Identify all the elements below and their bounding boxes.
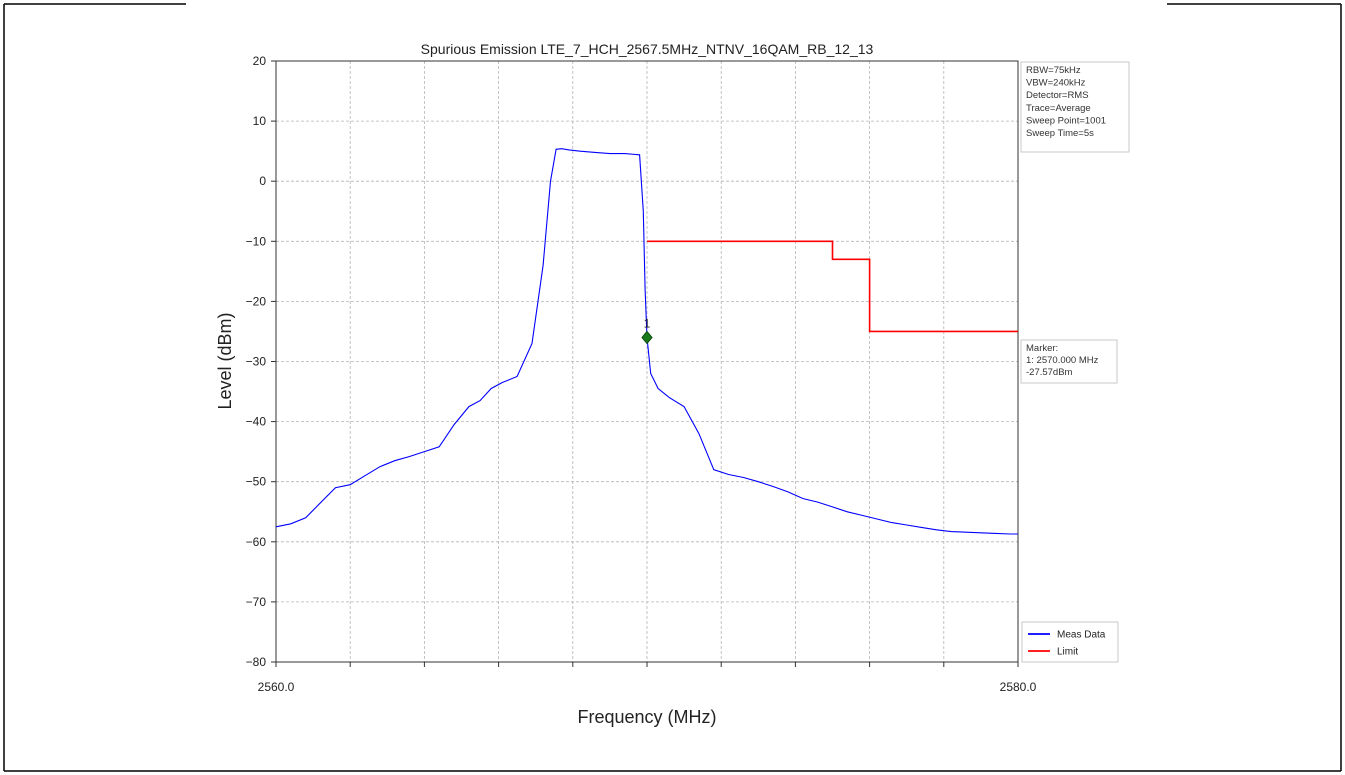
axes-layer: 20 10 0 −10 −20 −30 −40 −50 −60 −70 −80 2560.0 2580.… <box>246 54 1037 694</box>
marker-diamond <box>641 330 653 345</box>
x-axis-label: Frequency (MHz) <box>577 707 716 727</box>
marker-info-line: 1: 2570.000 MHz <box>1026 355 1099 366</box>
marker-info-box: Marker:1: 2570.000 MHz -27.57dBm <box>1020 339 1118 384</box>
grid-layer <box>276 61 1018 662</box>
settings-line: Trace=Average <box>1026 103 1091 114</box>
x-tick-label: 2560.0 <box>258 680 295 694</box>
series-layer <box>275 148 1018 535</box>
settings-line: RBW=75kHz <box>1026 65 1081 76</box>
y-tick-label: 0 <box>259 174 266 188</box>
legend-frame <box>1021 621 1119 663</box>
settings-box-frame <box>1020 61 1130 153</box>
y-tick-label: −20 <box>246 294 267 308</box>
y-tick-label: −60 <box>246 535 267 549</box>
settings-line: Sweep Time=5s <box>1026 128 1094 139</box>
legend: Meas Data Limit <box>1021 621 1119 663</box>
settings-line: Sweep Point=1001 <box>1026 115 1106 126</box>
chart-title: Spurious Emission LTE_7_HCH_2567.5MHz_NT… <box>421 41 874 57</box>
y-tick-label: −70 <box>246 595 267 609</box>
marker-layer: 1 <box>641 316 653 345</box>
y-tick-label: −10 <box>246 234 267 248</box>
y-tick-label: 10 <box>253 114 267 128</box>
legend-label: Meas Data <box>1057 630 1106 641</box>
y-tick-label: 20 <box>253 54 267 68</box>
y-tick-label: −50 <box>246 475 267 489</box>
legend-label: Limit <box>1057 647 1078 658</box>
settings-line: Detector=RMS <box>1026 90 1089 101</box>
limit-line <box>647 240 1018 333</box>
plot-border <box>275 60 1019 663</box>
marker-info-line: -27.57dBm <box>1026 367 1073 378</box>
settings-line: VBW=240kHz <box>1026 78 1086 89</box>
y-tick-label: −40 <box>246 415 267 429</box>
marker-box-frame <box>1020 339 1118 384</box>
marker-label: 1 <box>644 316 651 330</box>
x-tick-label: 2580.0 <box>1000 680 1037 694</box>
y-tick-label: −30 <box>246 355 267 369</box>
marker-info-line: Marker: <box>1026 343 1058 354</box>
y-tick-label: −80 <box>246 655 267 669</box>
meas-data-line <box>275 148 1018 535</box>
y-axis-label: Level (dBm) <box>215 312 235 409</box>
